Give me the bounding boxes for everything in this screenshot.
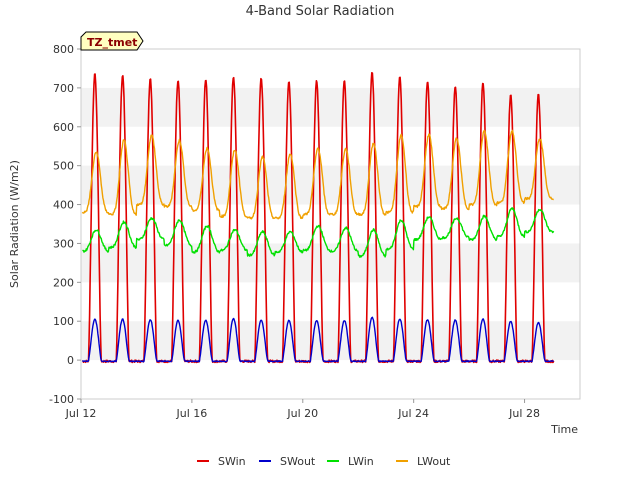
y-tick-label: 700 bbox=[53, 82, 74, 95]
series-line-lwout bbox=[81, 129, 554, 220]
y-tick-label: 800 bbox=[53, 43, 74, 56]
series-group bbox=[81, 72, 555, 364]
x-tick-label: Jul 24 bbox=[397, 407, 429, 420]
grid-band bbox=[81, 321, 580, 361]
grid-band bbox=[81, 243, 580, 283]
y-tick-label: 100 bbox=[53, 315, 74, 328]
series-line-swout bbox=[81, 316, 555, 363]
legend: SWin SWout LWin LWout bbox=[197, 455, 451, 468]
legend-label-swin: SWin bbox=[218, 455, 246, 468]
x-axis-ticks: Jul 12 Jul 16 Jul 20 Jul 24 Jul 28 bbox=[65, 399, 540, 420]
grid-band bbox=[81, 165, 580, 205]
x-tick-label: Jul 16 bbox=[176, 407, 208, 420]
chart-title: 4-Band Solar Radiation bbox=[246, 4, 395, 19]
legend-label-lwin: LWin bbox=[348, 455, 374, 468]
grid-band bbox=[81, 87, 580, 127]
x-tick-label: Jul 20 bbox=[286, 407, 318, 420]
x-tick-label: Jul 28 bbox=[508, 407, 540, 420]
legend-label-swout: SWout bbox=[280, 455, 316, 468]
y-tick-label: 600 bbox=[53, 121, 74, 134]
y-tick-label: -100 bbox=[49, 393, 74, 406]
y-tick-label: 400 bbox=[53, 199, 74, 212]
y-tick-label: 200 bbox=[53, 276, 74, 289]
x-axis-label: Time bbox=[550, 423, 578, 436]
legend-label-lwout: LWout bbox=[417, 455, 451, 468]
y-axis-label: Solar Radiation (W/m2) bbox=[8, 160, 21, 288]
y-tick-label: 300 bbox=[53, 237, 74, 250]
y-tick-label: 0 bbox=[67, 354, 74, 367]
y-tick-label: 500 bbox=[53, 160, 74, 173]
badge-text: TZ_tmet bbox=[87, 36, 137, 49]
series-line-lwin bbox=[82, 206, 555, 258]
y-axis-ticks: -100 0 100 200 300 400 500 600 700 800 bbox=[49, 43, 81, 406]
x-tick-label: Jul 12 bbox=[65, 407, 97, 420]
grid-bands bbox=[81, 87, 580, 361]
plot-frame bbox=[80, 48, 581, 400]
station-badge: TZ_tmet bbox=[80, 31, 144, 51]
badge-shape bbox=[80, 31, 144, 51]
